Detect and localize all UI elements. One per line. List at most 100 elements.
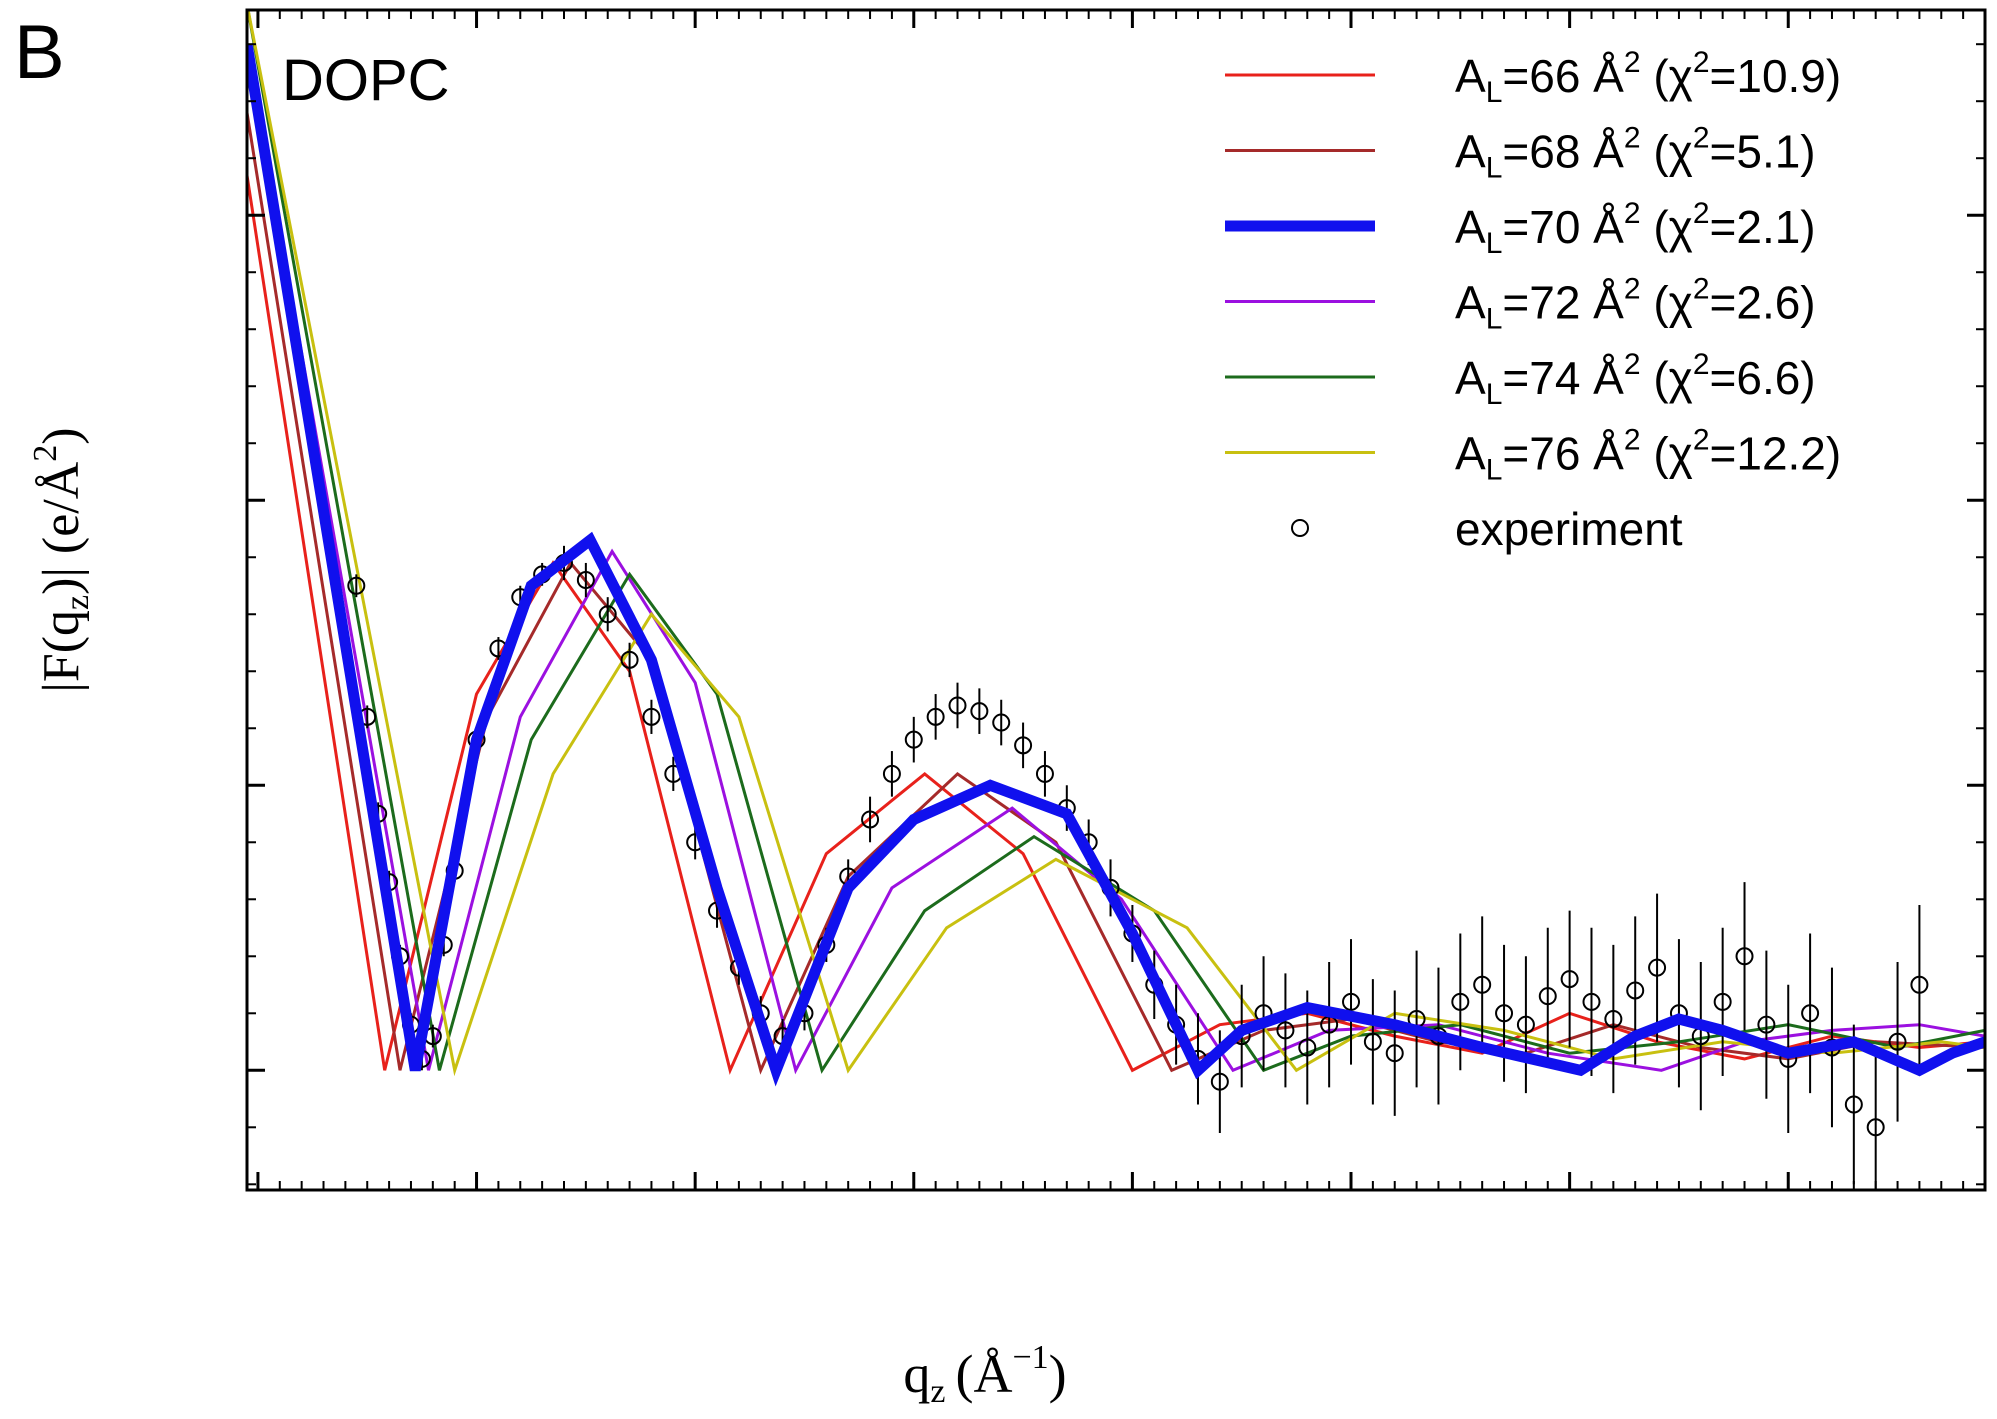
legend-text-part: L (1486, 152, 1503, 185)
legend-text-part: =2.6) (1710, 277, 1816, 329)
experiment-point (1626, 981, 1645, 1000)
experiment-point (882, 764, 901, 783)
legend-text-part: L (1486, 378, 1503, 411)
experiment-point (992, 713, 1011, 732)
experiment-point (1035, 764, 1054, 783)
legend-text-part: 2 (1693, 46, 1710, 79)
plot-layer (247, 10, 1985, 1190)
experiment-point (1888, 1032, 1907, 1051)
legend-text-part: L (1486, 76, 1503, 109)
legend-text-part: =2.1) (1710, 201, 1816, 253)
experiment-point (598, 605, 617, 624)
experiment-point (1604, 1009, 1623, 1028)
experiment-point (1342, 992, 1361, 1011)
legend-text-part: A (1455, 277, 1486, 329)
legend-text-part: (χ (1641, 126, 1693, 178)
experiment-point (576, 571, 595, 590)
legend-text-part: A (1455, 428, 1486, 480)
legend-text-part: 2 (1624, 348, 1641, 381)
legend-text-part: (χ (1641, 201, 1693, 253)
experiment-point (861, 810, 880, 829)
experiment-point (1582, 992, 1601, 1011)
legend-text-part: =68 Å (1502, 126, 1624, 178)
legend-text-part: (χ (1641, 352, 1693, 404)
legend-text-part: L (1486, 303, 1503, 336)
experiment-point (1210, 1072, 1229, 1091)
legend-label-AL72: AL=72 Å2 (χ2=2.6) (1455, 273, 1816, 336)
legend-text-part: (χ (1641, 428, 1693, 480)
experiment-point (1473, 975, 1492, 994)
experiment-point (948, 696, 967, 715)
y-axis-label: |F(qz)| (e/Å2) (27, 427, 96, 692)
experiment-point (1713, 992, 1732, 1011)
experiment-point (1648, 958, 1667, 977)
legend-text-part: 2 (1624, 46, 1641, 79)
legend-text-part: =12.2) (1710, 428, 1842, 480)
legend-text-part: A (1455, 352, 1486, 404)
legend-text-part: L (1486, 227, 1503, 260)
legend-text-part: 2 (1693, 424, 1710, 457)
experiment-point (1495, 1004, 1514, 1023)
experiment-point (1801, 1004, 1820, 1023)
experiment-point (1451, 992, 1470, 1011)
x-axis-label: qz (Å−1) (903, 1339, 1066, 1410)
experiment-point (1385, 1044, 1404, 1063)
legend-text-part: 2 (1693, 122, 1710, 155)
experiment-point (1866, 1118, 1885, 1137)
experiment-point (347, 576, 366, 595)
legend-text-part: =70 Å (1502, 201, 1624, 253)
panel-label: B (14, 10, 65, 95)
tick-layer (247, 10, 1986, 1190)
legend-label-AL68: AL=68 Å2 (χ2=5.1) (1455, 122, 1816, 185)
experiment-point (1363, 1032, 1382, 1051)
series-line-AL70 (247, 43, 1985, 1087)
experiment-point (926, 707, 945, 726)
experiment-point (1910, 975, 1929, 994)
legend-text-part: =72 Å (1502, 277, 1624, 329)
legend-text-part: 2 (1624, 122, 1641, 155)
plot-area (247, 10, 1985, 1190)
experiment-point (1516, 1015, 1535, 1034)
legend-text-part: L (1486, 454, 1503, 487)
experiment-point (620, 650, 639, 669)
legend-text-part: (χ (1641, 50, 1693, 102)
experiment-point (970, 702, 989, 721)
legend: AL=66 Å2 (χ2=10.9)AL=68 Å2 (χ2=5.1)AL=70… (1225, 46, 1841, 555)
experiment-point (1298, 1038, 1317, 1057)
legend-text-part: =5.1) (1710, 126, 1816, 178)
legend-text-part: A (1455, 50, 1486, 102)
legend-label-AL66: AL=66 Å2 (χ2=10.9) (1455, 46, 1841, 109)
legend-text-part: =6.6) (1710, 352, 1816, 404)
experiment-point (1014, 736, 1033, 755)
legend-text-part: 2 (1693, 273, 1710, 306)
legend-label-AL76: AL=76 Å2 (χ2=12.2) (1455, 424, 1841, 487)
legend-label-AL74: AL=74 Å2 (χ2=6.6) (1455, 348, 1816, 411)
experiment-point (1844, 1095, 1863, 1114)
experiment-point (1560, 970, 1579, 989)
legend-text-part: =76 Å (1502, 428, 1624, 480)
legend-swatch-experiment (1291, 519, 1309, 537)
legend-text-part: 2 (1693, 197, 1710, 230)
legend-text-part: 2 (1624, 197, 1641, 230)
experiment-point (642, 707, 661, 726)
legend-label-experiment: experiment (1455, 503, 1683, 555)
legend-text-part: =10.9) (1710, 50, 1842, 102)
chart-title: DOPC (282, 48, 450, 113)
experiment-point (1538, 987, 1557, 1006)
experiment-point (1735, 947, 1754, 966)
legend-text-part: 2 (1624, 424, 1641, 457)
legend-text-part: 2 (1624, 273, 1641, 306)
legend-text-part: A (1455, 201, 1486, 253)
legend-text-part: 2 (1693, 348, 1710, 381)
experiment-point (1276, 1021, 1295, 1040)
legend-text-part: =74 Å (1502, 352, 1624, 404)
legend-text-part: (χ (1641, 277, 1693, 329)
plot-frame (245, 8, 1987, 1192)
legend-text-part: A (1455, 126, 1486, 178)
legend-text-part: =66 Å (1502, 50, 1624, 102)
experiment-point (904, 730, 923, 749)
experiment-point (1757, 1015, 1776, 1034)
legend-label-AL70: AL=70 Å2 (χ2=2.1) (1455, 197, 1816, 260)
